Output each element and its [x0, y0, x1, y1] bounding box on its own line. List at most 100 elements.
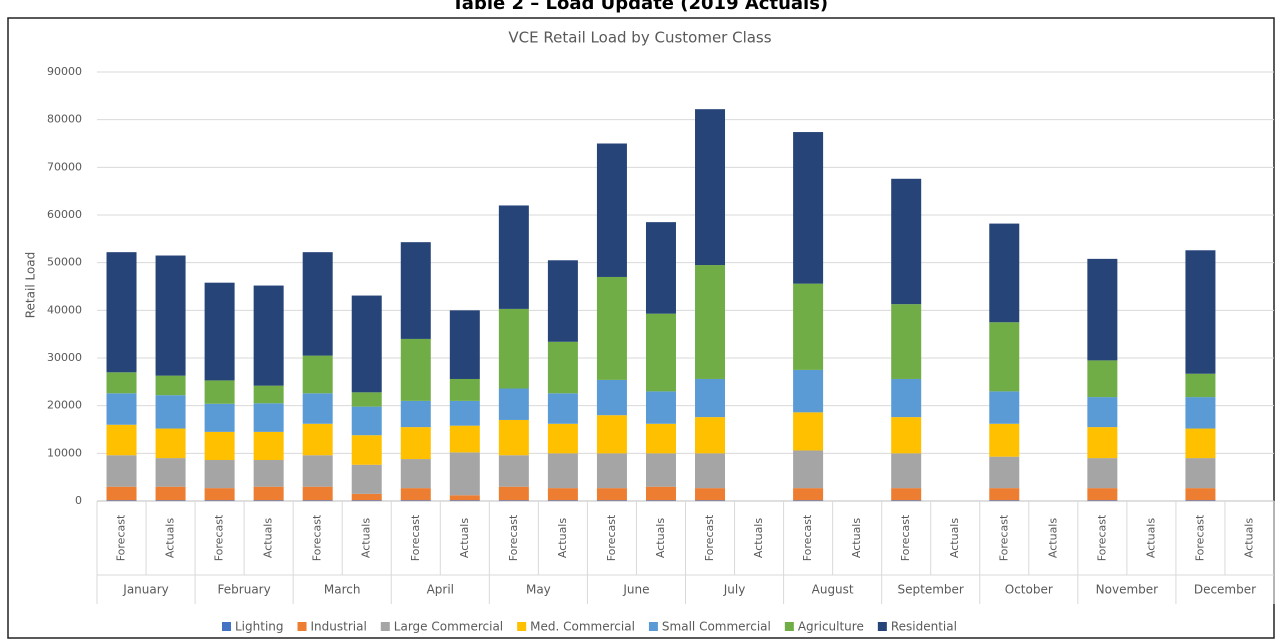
bar-segment [204, 431, 235, 461]
x-tick-label: Forecast [801, 514, 814, 561]
bar-segment [891, 500, 922, 501]
bar-segment [1185, 250, 1216, 374]
bar-segment [155, 395, 186, 429]
bar-segment [1087, 500, 1118, 501]
x-tick-label: Actuals [948, 518, 961, 558]
y-tick-label: 90000 [47, 65, 82, 78]
bar-segment [302, 393, 333, 424]
bar-segment [155, 486, 186, 501]
chart-frame [7, 17, 1275, 639]
bar-segment [253, 486, 284, 501]
bar-segment [449, 425, 480, 453]
bar-segment [1185, 428, 1216, 459]
legend-swatch [648, 622, 658, 631]
bar-segment [793, 283, 824, 370]
bar-segment [596, 415, 627, 454]
x-tick-label: Forecast [409, 514, 422, 561]
bar-segment [253, 385, 284, 404]
bar-segment [695, 500, 726, 501]
bar-segment [253, 285, 284, 386]
x-group-label: October [1005, 583, 1053, 597]
bar-segment [989, 456, 1020, 489]
bar-segment [547, 260, 578, 342]
bar-segment [891, 417, 922, 454]
x-tick-label: Actuals [850, 518, 863, 558]
bar-segment [645, 486, 676, 501]
bar-segment [989, 488, 1020, 501]
bar-segment [302, 500, 333, 501]
y-tick-label: 50000 [47, 256, 82, 269]
x-tick-label: Forecast [703, 514, 716, 561]
bar-segment [793, 132, 824, 284]
legend-label: Med. Commercial [530, 620, 635, 634]
bar-segment [645, 453, 676, 487]
bar-segment [1185, 458, 1216, 489]
legend-label: Large Commercial [394, 620, 503, 634]
bar-segment [645, 222, 676, 314]
bar-segment [547, 488, 578, 501]
x-tick-label: Forecast [213, 514, 226, 561]
y-axis-label: Retail Load [24, 252, 38, 319]
bar-segment [596, 500, 627, 501]
bar-segment [1087, 488, 1118, 501]
bar-segment [547, 393, 578, 424]
bar-segment [155, 255, 186, 376]
bar-segment [989, 423, 1020, 457]
bar-segment [400, 459, 431, 489]
x-tick-label: Actuals [752, 518, 765, 558]
bar-segment [989, 223, 1020, 323]
bar-segment [645, 391, 676, 424]
bar-segment [253, 460, 284, 487]
bar-segment [449, 495, 480, 501]
bar-segment [1087, 397, 1118, 428]
bar-segment [645, 500, 676, 501]
x-tick-label: Forecast [1095, 514, 1108, 561]
bar-segment [449, 452, 480, 496]
bar-segment [695, 417, 726, 454]
bar-segment [204, 282, 235, 381]
bar-segment [498, 308, 529, 389]
bar-segment [547, 500, 578, 501]
bar-segment [253, 431, 284, 461]
bar-segment [793, 369, 824, 413]
bar-segment [596, 453, 627, 489]
bar-segment [1087, 427, 1118, 459]
bar-segment [106, 393, 137, 425]
x-tick-label: Actuals [360, 518, 373, 558]
bar-segment [645, 313, 676, 392]
bar-segment [1185, 397, 1216, 429]
bar-segment [204, 380, 235, 404]
bar-segment [155, 428, 186, 459]
bar-segment [155, 375, 186, 396]
y-tick-label: 10000 [47, 446, 82, 459]
bar-segment [498, 388, 529, 420]
x-group-label: March [324, 583, 361, 597]
x-tick-label: Actuals [1242, 518, 1255, 558]
bar-segment [1087, 458, 1118, 489]
x-group-label: June [622, 583, 649, 597]
y-tick-label: 20000 [47, 399, 82, 412]
bar-segment [498, 205, 529, 309]
bar-segment [547, 453, 578, 489]
bar-segment [596, 143, 627, 277]
bar-segment [106, 486, 137, 501]
bar-segment [351, 464, 382, 494]
x-group-label: January [122, 583, 169, 597]
bar-segment [793, 412, 824, 451]
y-tick-label: 60000 [47, 208, 82, 221]
x-group-label: December [1194, 583, 1256, 597]
bar-segment [449, 400, 480, 426]
x-group-label: August [812, 583, 854, 597]
legend-swatch [784, 622, 794, 631]
bar-segment [302, 486, 333, 501]
legend-label: Agriculture [798, 620, 864, 634]
bar-segment [989, 391, 1020, 424]
bar-segment [204, 460, 235, 489]
bar-segment [891, 178, 922, 305]
bar-segment [302, 252, 333, 356]
bar-segment [449, 310, 480, 379]
legend-swatch [297, 622, 307, 631]
x-tick-label: Actuals [1144, 518, 1157, 558]
